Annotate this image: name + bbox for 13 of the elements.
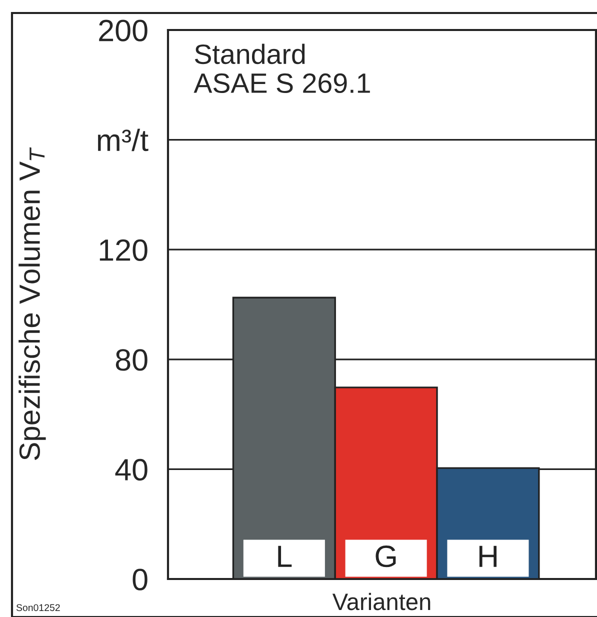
y-tick-label: 200 [99,20,148,42]
y-tick-label: m³/t [98,128,148,152]
y-tick-label: 80 [116,349,148,371]
x-tick-label: L [278,546,292,567]
y-tick-label: 0 [132,568,148,590]
x-axis-title: Varianten [332,592,430,610]
y-tick-label: 120 [100,239,148,261]
x-tick-label: H [479,546,497,567]
y-tick-label: 40 [115,458,148,481]
text: Son01252 [16,604,60,612]
x-tick-label: G [376,546,396,568]
y-axis-title: Spezifische Volumen V$_{T}$ [18,147,46,460]
annotation: Standard ASAE S 269.1 [194,44,370,94]
